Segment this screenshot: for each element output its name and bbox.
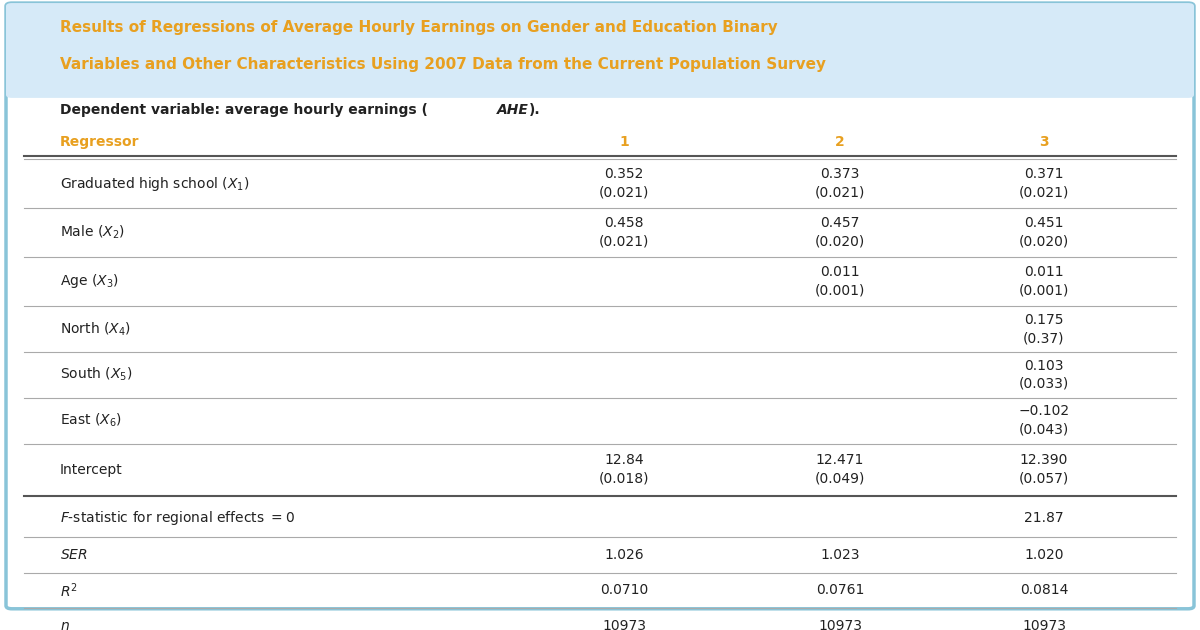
Text: Dependent variable: average hourly earnings (: Dependent variable: average hourly earni… — [60, 103, 428, 117]
Text: Intercept: Intercept — [60, 462, 122, 476]
Text: 10973: 10973 — [818, 619, 862, 630]
Text: 0.373
(0.021): 0.373 (0.021) — [815, 168, 865, 200]
Text: Graduated high school ($X_1$): Graduated high school ($X_1$) — [60, 175, 250, 193]
Text: 0.0761: 0.0761 — [816, 583, 864, 597]
Text: 1.023: 1.023 — [821, 548, 859, 562]
FancyBboxPatch shape — [6, 3, 1194, 98]
Text: 1: 1 — [619, 135, 629, 149]
Text: Results of Regressions of Average Hourly Earnings on Gender and Education Binary: Results of Regressions of Average Hourly… — [60, 20, 778, 35]
Text: Regressor: Regressor — [60, 135, 139, 149]
Text: 0.352
(0.021): 0.352 (0.021) — [599, 168, 649, 200]
Text: 0.457
(0.020): 0.457 (0.020) — [815, 216, 865, 249]
Text: South ($X_5$): South ($X_5$) — [60, 366, 132, 384]
Text: 12.84
(0.018): 12.84 (0.018) — [599, 454, 649, 486]
Text: 0.451
(0.020): 0.451 (0.020) — [1019, 216, 1069, 249]
Text: 0.0710: 0.0710 — [600, 583, 648, 597]
Text: 10973: 10973 — [602, 619, 646, 630]
Text: North ($X_4$): North ($X_4$) — [60, 320, 131, 338]
Text: Variables and Other Characteristics Using 2007 Data from the Current Population : Variables and Other Characteristics Usin… — [60, 57, 826, 72]
Text: 21.87: 21.87 — [1024, 511, 1064, 525]
Text: 0.0814: 0.0814 — [1020, 583, 1068, 597]
Text: 1.026: 1.026 — [604, 548, 644, 562]
Text: 0.175
(0.37): 0.175 (0.37) — [1024, 312, 1064, 345]
Text: 0.011
(0.001): 0.011 (0.001) — [815, 265, 865, 297]
Text: 10973: 10973 — [1022, 619, 1066, 630]
Text: Male ($X_2$): Male ($X_2$) — [60, 224, 125, 241]
Text: 0.011
(0.001): 0.011 (0.001) — [1019, 265, 1069, 297]
Text: $SER$: $SER$ — [60, 548, 88, 562]
Text: 1.020: 1.020 — [1025, 548, 1063, 562]
Text: −0.102
(0.043): −0.102 (0.043) — [1019, 404, 1069, 437]
FancyBboxPatch shape — [6, 3, 1194, 609]
Text: 2: 2 — [835, 135, 845, 149]
Text: 3: 3 — [1039, 135, 1049, 149]
Text: 12.471
(0.049): 12.471 (0.049) — [815, 454, 865, 486]
Text: 0.458
(0.021): 0.458 (0.021) — [599, 216, 649, 249]
Text: $R^2$: $R^2$ — [60, 581, 78, 600]
Text: 12.390
(0.057): 12.390 (0.057) — [1019, 454, 1069, 486]
Text: $n$: $n$ — [60, 619, 70, 630]
Text: $F$-statistic for regional effects $= 0$: $F$-statistic for regional effects $= 0$ — [60, 509, 295, 527]
Text: ).: ). — [529, 103, 541, 117]
Text: AHE: AHE — [497, 103, 529, 117]
Text: 0.371
(0.021): 0.371 (0.021) — [1019, 168, 1069, 200]
Text: East ($X_6$): East ($X_6$) — [60, 412, 122, 429]
Text: 0.103
(0.033): 0.103 (0.033) — [1019, 358, 1069, 391]
Text: Age ($X_3$): Age ($X_3$) — [60, 272, 119, 290]
